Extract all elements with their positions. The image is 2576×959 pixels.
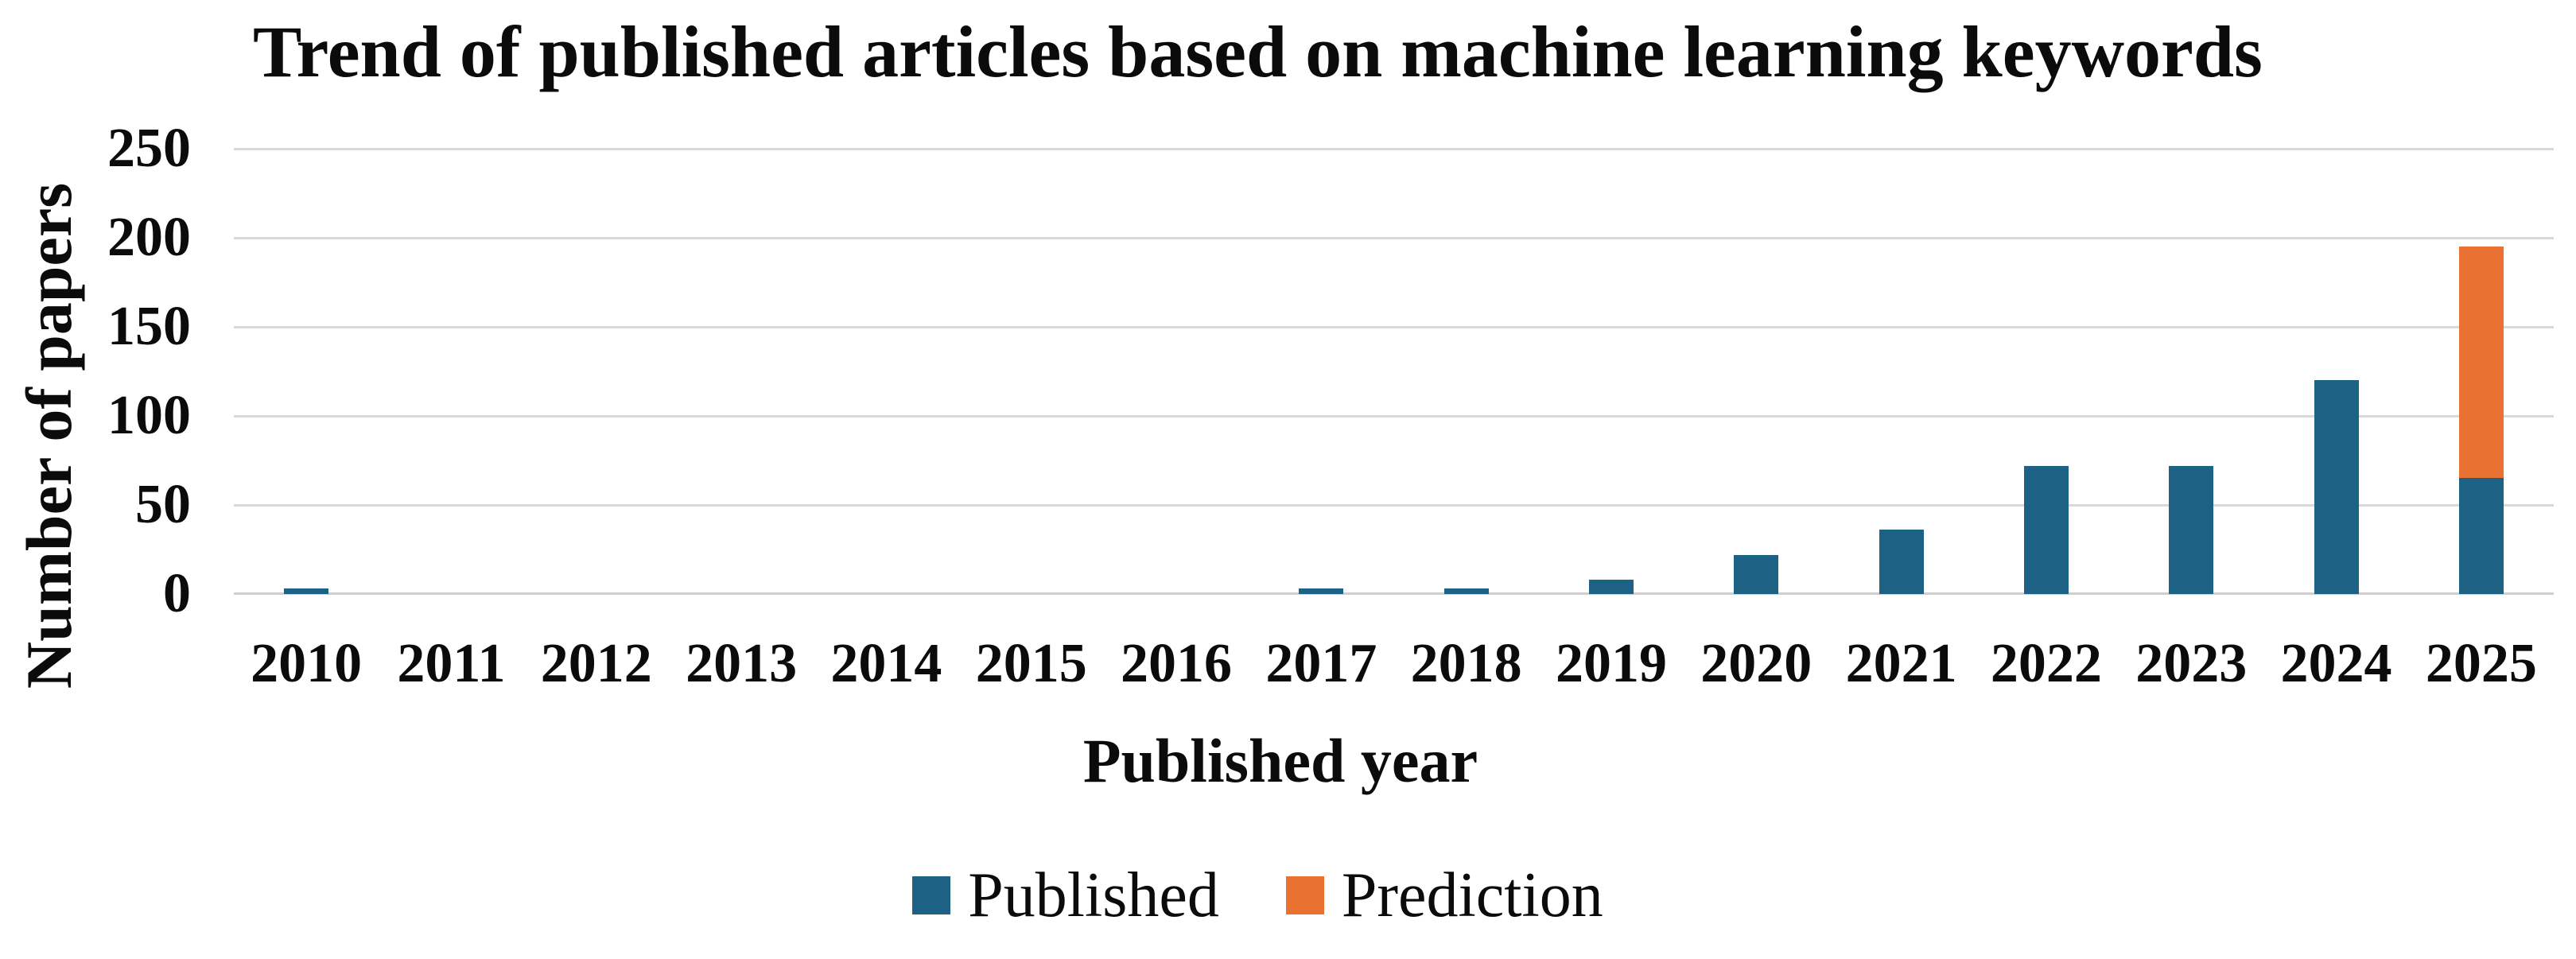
legend-label-published: Published: [968, 860, 1219, 930]
bar-published-2021: [1879, 530, 1924, 594]
x-axis-line: [234, 592, 2554, 595]
x-tick-label-2024: 2024: [2280, 633, 2392, 694]
bar-published-2018: [1443, 588, 1489, 594]
x-tick-label-2011: 2011: [397, 633, 506, 694]
gridline-100: [234, 414, 2554, 417]
bar-published-2010: [284, 588, 329, 594]
x-tick-label-2016: 2016: [1121, 633, 1233, 694]
gridline-250: [234, 147, 2554, 150]
x-tick-label-2013: 2013: [686, 633, 798, 694]
x-tick-label-2017: 2017: [1265, 633, 1377, 694]
x-tick-label-2015: 2015: [975, 633, 1087, 694]
chart-title: Trend of published articles based on mac…: [253, 11, 2263, 92]
x-tick-label-2012: 2012: [540, 633, 652, 694]
bar-published-2023: [2169, 465, 2214, 594]
gridline-150: [234, 325, 2554, 328]
bar-published-2022: [2023, 465, 2069, 594]
gridline-200: [234, 236, 2554, 239]
x-tick-label-2025: 2025: [2425, 633, 2537, 694]
x-tick-label-2018: 2018: [1410, 633, 1522, 694]
legend-label-prediction: Prediction: [1341, 860, 1603, 930]
legend-item-published: Published: [912, 864, 1219, 927]
x-tick-label-2022: 2022: [1990, 633, 2102, 694]
y-tick-label-150: 150: [107, 296, 191, 357]
legend-swatch-prediction: [1285, 876, 1324, 914]
bar-published-2024: [2314, 380, 2359, 594]
legend-swatch-published: [912, 876, 951, 914]
gridline-50: [234, 503, 2554, 507]
bar-published-2017: [1299, 588, 1344, 594]
legend: Published Prediction: [0, 849, 2546, 941]
plot-area: [234, 147, 2554, 595]
x-tick-label-2014: 2014: [830, 633, 942, 694]
y-tick-label-0: 0: [163, 563, 191, 624]
y-tick-label-200: 200: [107, 207, 191, 268]
x-tick-label-2010: 2010: [251, 633, 363, 694]
y-tick-label-100: 100: [107, 385, 191, 446]
bar-published-2019: [1588, 580, 1634, 594]
legend-item-prediction: Prediction: [1285, 860, 1603, 930]
x-tick-label-2020: 2020: [1700, 633, 1813, 694]
bar-published-2025: [2458, 478, 2504, 594]
x-axis-title: Published year: [1082, 726, 1478, 795]
bar-published-2020: [1734, 554, 1779, 594]
bar-prediction-2025: [2458, 247, 2504, 479]
x-tick-label-2021: 2021: [1845, 633, 1957, 694]
x-tick-label-2023: 2023: [2135, 633, 2248, 694]
x-tick-label-2019: 2019: [1555, 633, 1667, 694]
y-tick-label-250: 250: [107, 118, 191, 179]
y-tick-label-50: 50: [135, 474, 191, 535]
